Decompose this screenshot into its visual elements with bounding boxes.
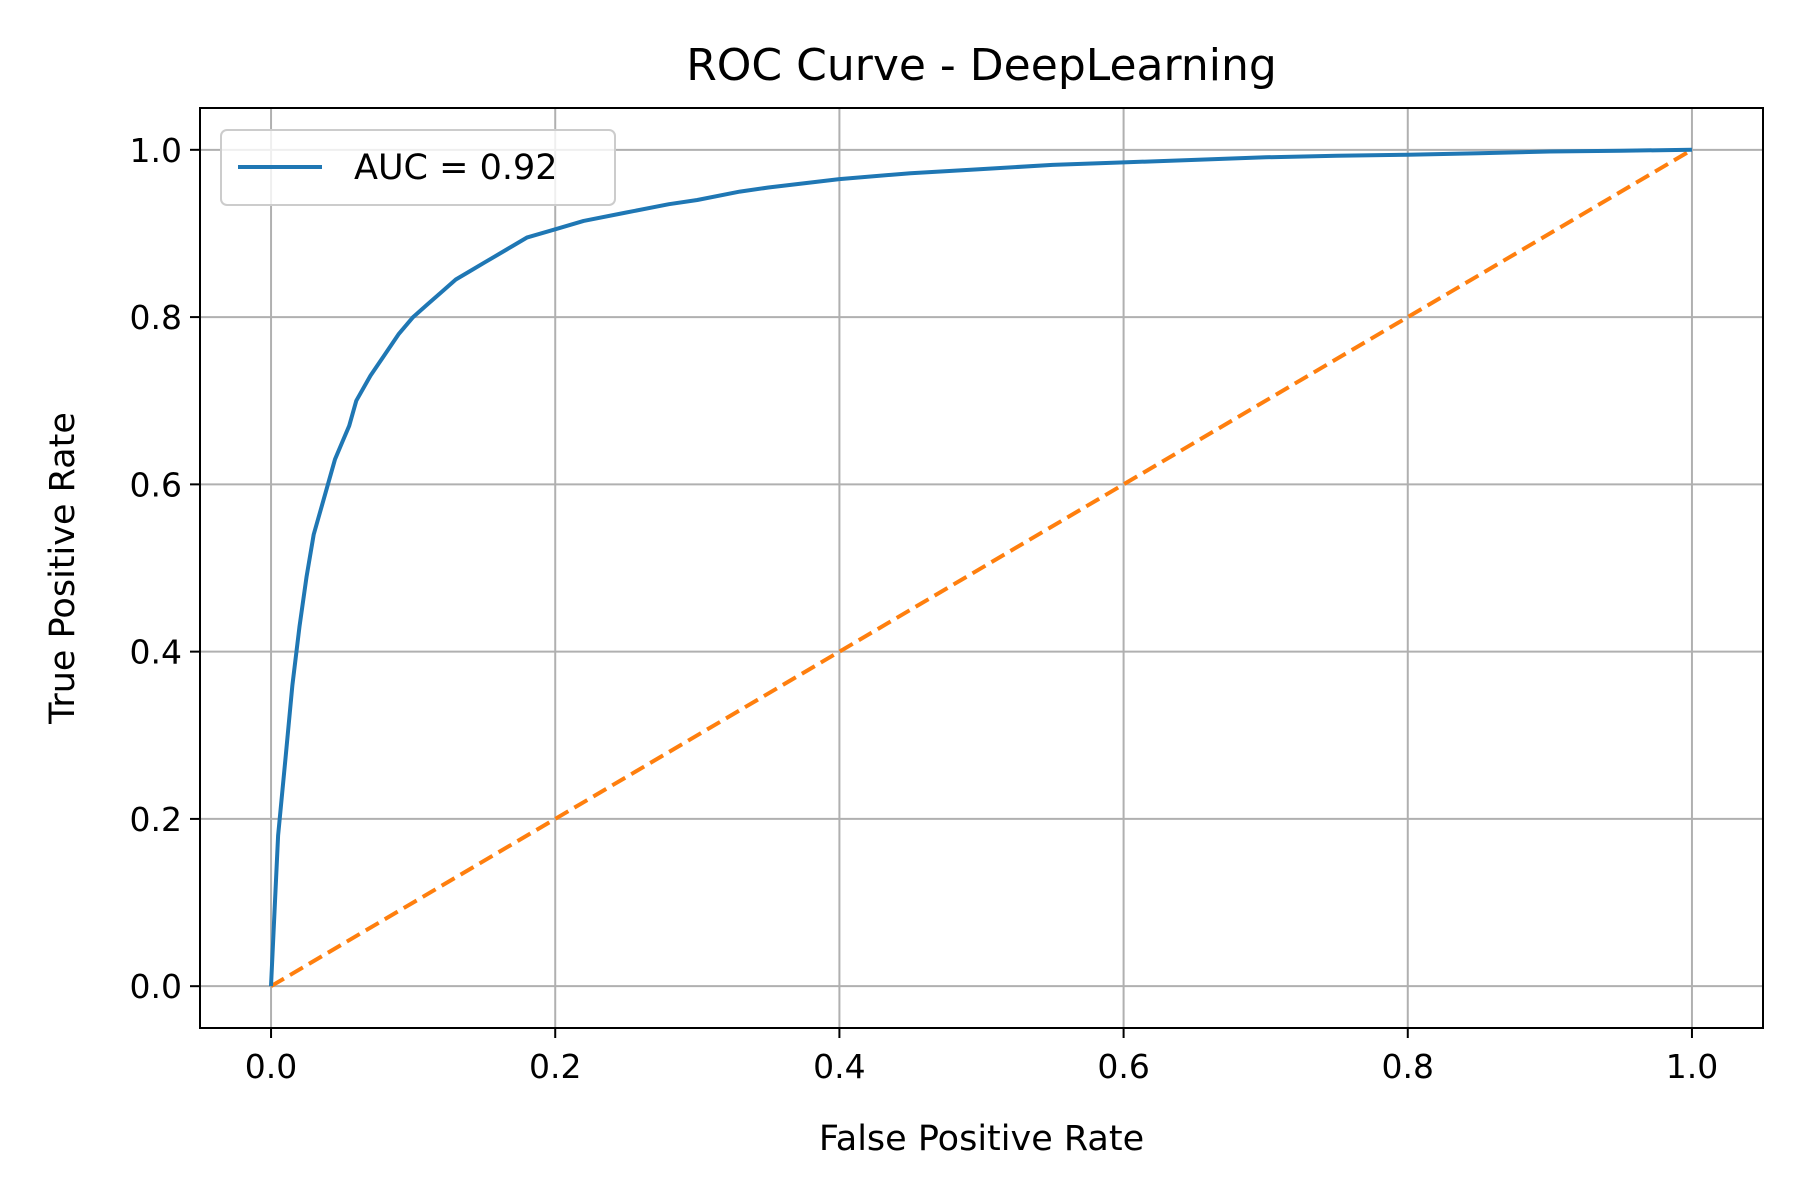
plot-frame [199, 107, 1764, 1029]
x-tick-label: 0.6 [1097, 1047, 1149, 1086]
x-tick-label: 0.0 [245, 1047, 297, 1086]
legend-box [220, 129, 616, 206]
roc-curve-line [269, 147, 1693, 987]
y-tick-label: 0.2 [130, 800, 182, 839]
x-tick-label: 0.2 [529, 1047, 581, 1086]
x-axis-label: False Positive Rate [819, 1119, 1144, 1159]
x-tick-label: 0.4 [813, 1047, 865, 1086]
legend-label: AUC = 0.92 [354, 148, 558, 188]
x-tick-label: 1.0 [1666, 1047, 1718, 1086]
y-tick-label: 1.0 [130, 131, 182, 170]
series-layer [269, 147, 1694, 988]
y-tick-label: 0.0 [130, 967, 182, 1006]
grid [200, 108, 1763, 1028]
x-tick-label: 0.8 [1382, 1047, 1434, 1086]
y-tick-label: 0.8 [130, 298, 182, 337]
chart-title: ROC Curve - DeepLearning [686, 40, 1277, 91]
y-tick-label: 0.4 [130, 633, 182, 672]
y-tick-label: 0.6 [130, 465, 182, 504]
ticks: 0.0 0.2 0.4 0.6 0.8 1.0 0.0 0.2 0.4 0.6 0.8 1.0 [130, 131, 1719, 1086]
legend: AUC = 0.92 [220, 129, 616, 206]
y-axis-label: True Positive Rate [43, 412, 83, 725]
chance-diagonal-line [269, 148, 1694, 988]
